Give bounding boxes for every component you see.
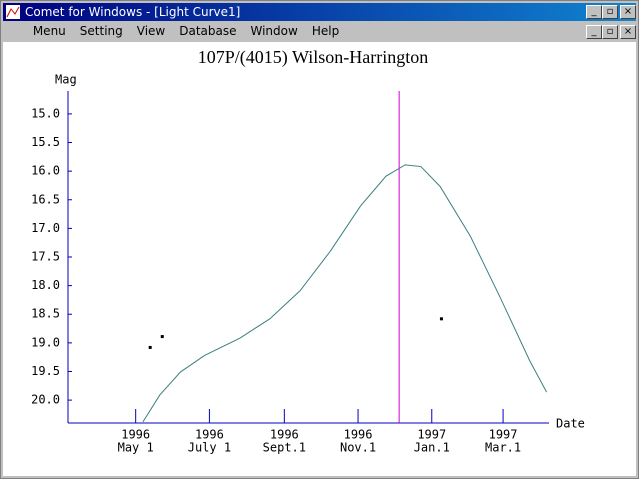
x-tick-year: 1996 bbox=[121, 428, 150, 442]
x-tick-year: 1996 bbox=[195, 428, 224, 442]
x-tick-date: Mar.1 bbox=[485, 441, 521, 455]
title-bar: Comet for Windows - [Light Curve1] _ ▫ × bbox=[3, 3, 636, 21]
x-tick-date: Sept.1 bbox=[263, 441, 306, 455]
y-tick-label: 17.0 bbox=[31, 221, 60, 235]
menu-item[interactable]: Setting bbox=[79, 24, 123, 38]
x-tick-year: 1997 bbox=[489, 428, 518, 442]
restore-button[interactable]: ▫ bbox=[602, 5, 618, 19]
x-tick-date: Jan.1 bbox=[414, 441, 450, 455]
x-tick-year: 1997 bbox=[417, 428, 446, 442]
close-button[interactable]: × bbox=[620, 5, 636, 19]
x-tick-date: May 1 bbox=[118, 441, 154, 455]
y-axis-label: Mag bbox=[55, 73, 77, 87]
doc-restore[interactable]: ▫ bbox=[602, 25, 618, 39]
menu-item[interactable]: Menu bbox=[32, 24, 66, 38]
menu-item[interactable]: Window bbox=[250, 24, 298, 38]
observation-point bbox=[439, 317, 443, 321]
light-curve bbox=[142, 164, 548, 423]
doc-minimize[interactable]: _ bbox=[586, 25, 602, 39]
menu-item[interactable]: Help bbox=[311, 24, 340, 38]
y-tick-label: 17.5 bbox=[31, 250, 60, 264]
y-tick-label: 15.5 bbox=[31, 135, 60, 149]
x-tick-date: July 1 bbox=[188, 441, 231, 455]
y-tick-label: 20.0 bbox=[31, 393, 60, 407]
y-tick-label: 18.5 bbox=[31, 307, 60, 321]
y-tick-label: 15.0 bbox=[31, 106, 60, 120]
window-title: Comet for Windows - [Light Curve1] bbox=[25, 5, 241, 19]
x-tick-year: 1996 bbox=[270, 428, 299, 442]
x-axis-label: Date bbox=[556, 417, 585, 431]
menu-item[interactable]: Database bbox=[179, 24, 237, 38]
observation-point bbox=[160, 335, 164, 339]
chart-title: 107P/(4015) Wilson-Harrington bbox=[198, 47, 428, 68]
y-tick-label: 16.5 bbox=[31, 192, 60, 206]
doc-close[interactable]: × bbox=[620, 25, 636, 39]
y-tick-label: 19.5 bbox=[31, 364, 60, 378]
y-tick-label: 19.0 bbox=[31, 335, 60, 349]
app-icon bbox=[6, 5, 20, 19]
menu-bar: Menu Setting View Database Window Help _ ▫ × bbox=[3, 22, 636, 41]
minimize-button[interactable]: _ bbox=[586, 5, 602, 19]
y-tick-label: 16.0 bbox=[31, 164, 60, 178]
y-tick-label: 18.0 bbox=[31, 278, 60, 292]
observation-point bbox=[148, 345, 152, 349]
x-tick-date: Nov.1 bbox=[340, 441, 376, 455]
menu-item[interactable]: View bbox=[136, 24, 166, 38]
chart: 107P/(4015) Wilson-Harrington Mag Date 1… bbox=[3, 42, 636, 476]
x-tick-year: 1996 bbox=[344, 428, 373, 442]
